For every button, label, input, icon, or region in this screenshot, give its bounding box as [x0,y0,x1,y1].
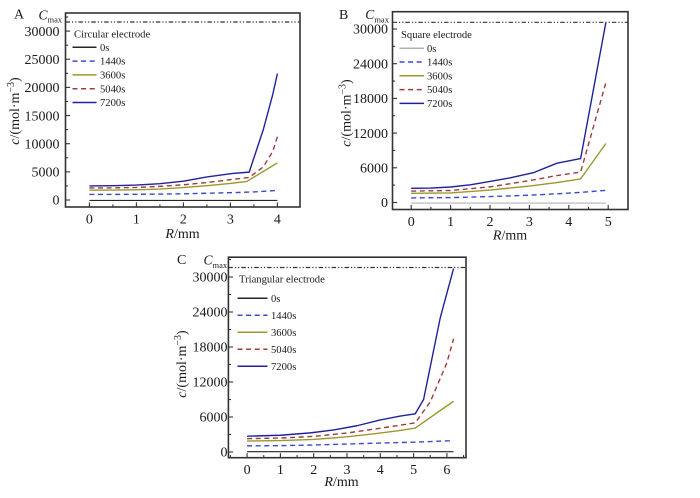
svg-text:0s: 0s [271,294,280,305]
svg-text:1: 1 [133,212,140,227]
svg-text:1: 1 [447,215,454,230]
svg-text:7200s: 7200s [427,99,452,110]
svg-text:4: 4 [274,212,281,227]
svg-text:Triangular electrode: Triangular electrode [239,275,325,286]
svg-text:2: 2 [180,212,187,227]
svg-text:3600s: 3600s [427,71,452,82]
svg-text:6000: 6000 [200,411,228,426]
svg-text:30000: 30000 [25,25,60,40]
svg-text:1440s: 1440s [100,57,125,68]
svg-text:3: 3 [227,212,234,227]
svg-text:25000: 25000 [25,53,60,68]
svg-text:4: 4 [377,463,384,478]
svg-text:1440s: 1440s [271,311,296,322]
svg-text:1440s: 1440s [427,58,452,69]
svg-text:2: 2 [487,215,494,230]
svg-text:0: 0 [53,194,60,209]
svg-text:c/(mol·m−3): c/(mol·m−3) [338,79,355,147]
svg-text:4: 4 [565,215,572,230]
svg-text:R/mm: R/mm [492,229,527,244]
svg-text:7200s: 7200s [271,362,296,373]
svg-text:3600s: 3600s [100,71,125,82]
svg-text:0: 0 [221,446,228,461]
svg-text:24000: 24000 [193,306,228,321]
svg-text:c/(mol·m−3): c/(mol·m−3) [6,77,23,145]
svg-text:30000: 30000 [193,271,228,286]
svg-text:12000: 12000 [353,127,388,142]
svg-text:5040s: 5040s [271,345,296,356]
svg-text:30000: 30000 [353,23,388,38]
svg-text:C: C [177,253,186,268]
svg-text:0: 0 [86,212,93,227]
svg-text:0s: 0s [100,43,109,54]
svg-text:R/mm: R/mm [164,227,199,242]
svg-text:c/(mol·m−3): c/(mol·m−3) [173,330,190,398]
svg-text:5: 5 [410,463,417,478]
svg-text:3600s: 3600s [271,328,296,339]
svg-text:Circular electrode: Circular electrode [74,29,150,40]
svg-text:3: 3 [344,463,351,478]
svg-text:0: 0 [408,215,415,230]
svg-text:6000: 6000 [360,162,388,177]
svg-text:12000: 12000 [193,376,228,391]
svg-text:18000: 18000 [353,92,388,107]
svg-text:0: 0 [381,196,388,211]
svg-text:20000: 20000 [25,81,60,96]
svg-text:3: 3 [526,215,533,230]
svg-text:R/mm: R/mm [323,475,358,490]
svg-text:Square electrode: Square electrode [401,30,472,41]
svg-text:10000: 10000 [25,137,60,152]
svg-text:6: 6 [443,463,450,478]
svg-text:B: B [339,8,348,23]
svg-text:5040s: 5040s [427,85,452,96]
svg-text:0: 0 [244,463,251,478]
svg-text:5: 5 [605,215,612,230]
svg-text:2: 2 [310,463,317,478]
svg-text:18000: 18000 [193,341,228,356]
svg-text:15000: 15000 [25,109,60,124]
svg-text:24000: 24000 [353,57,388,72]
svg-text:5000: 5000 [32,166,60,181]
svg-text:7200s: 7200s [100,98,125,109]
svg-text:0s: 0s [427,44,436,55]
svg-text:1: 1 [277,463,284,478]
svg-text:5040s: 5040s [100,84,125,95]
svg-text:A: A [14,8,25,23]
